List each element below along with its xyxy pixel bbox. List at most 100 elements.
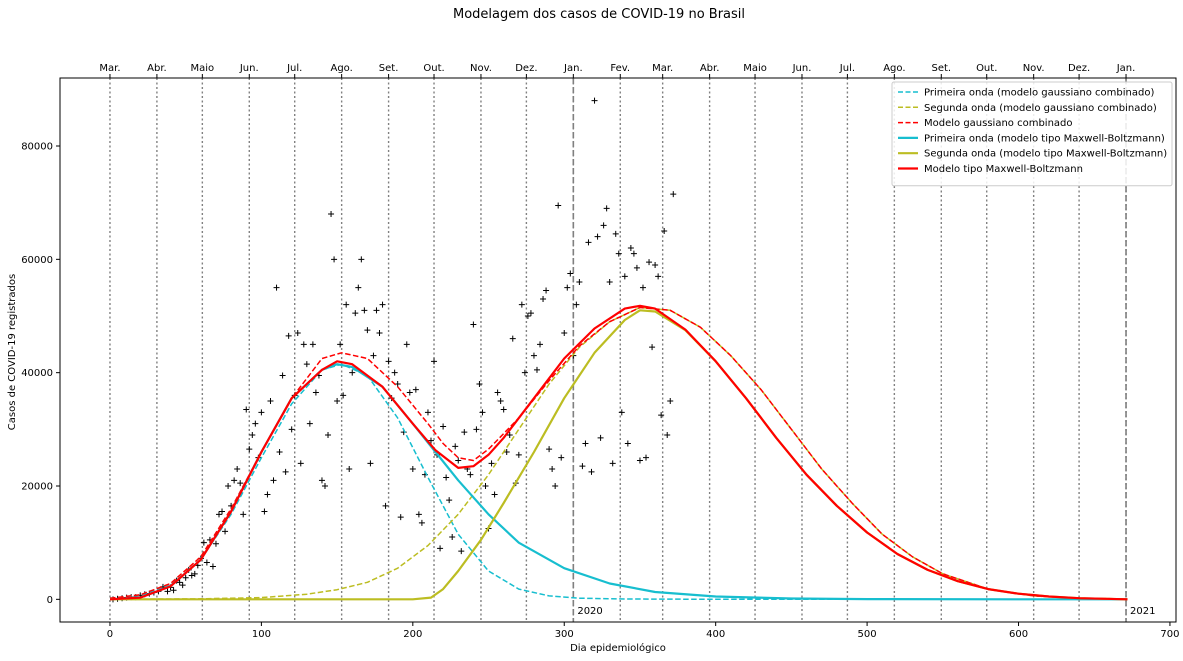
data-point xyxy=(624,440,631,447)
month-tick-label: Maio xyxy=(191,63,215,74)
data-point xyxy=(443,474,450,481)
legend-entry: Segunda onda (modelo gaussiano combinado… xyxy=(924,103,1157,114)
data-point xyxy=(188,572,195,579)
data-point xyxy=(212,540,219,547)
data-point xyxy=(585,239,592,246)
x-tick-label: 100 xyxy=(252,629,271,640)
data-point xyxy=(391,369,398,376)
data-point xyxy=(455,457,462,464)
data-point xyxy=(337,341,344,348)
month-tick-label: Mar. xyxy=(652,63,673,74)
data-point xyxy=(561,330,568,336)
data-point xyxy=(488,460,495,467)
data-point xyxy=(658,412,665,419)
data-point xyxy=(215,511,222,518)
data-point xyxy=(579,463,586,470)
chart-title: Modelagem dos casos de COVID-19 no Brasi… xyxy=(453,7,745,22)
data-point xyxy=(494,389,501,396)
data-point xyxy=(543,287,550,294)
month-tick-label: Set. xyxy=(379,63,399,74)
y-tick-label: 0 xyxy=(47,595,53,606)
plot-frame xyxy=(59,77,1177,623)
data-point xyxy=(618,409,625,416)
data-point xyxy=(546,446,553,453)
month-tick-label: Dez. xyxy=(515,63,537,74)
data-point xyxy=(461,429,468,436)
data-point xyxy=(533,366,540,373)
y-axis-label: Casos de COVID-19 registrados xyxy=(7,274,18,430)
data-point xyxy=(303,361,310,368)
data-point xyxy=(370,352,377,359)
data-point xyxy=(182,574,189,581)
data-point xyxy=(209,563,216,570)
data-point xyxy=(530,352,537,359)
data-point xyxy=(549,466,556,472)
data-point xyxy=(412,386,419,393)
month-tick-label: Nov. xyxy=(470,63,492,74)
data-point xyxy=(621,273,628,280)
data-point xyxy=(285,332,292,339)
data-point xyxy=(397,514,404,521)
data-point xyxy=(446,497,453,504)
year-marker-label: 2020 xyxy=(577,606,602,617)
y-tick-label: 60000 xyxy=(21,255,53,266)
data-point xyxy=(361,307,368,314)
data-point xyxy=(670,191,677,198)
month-tick-label: Abr. xyxy=(700,63,720,74)
month-tick-label: Out. xyxy=(976,63,997,74)
data-point xyxy=(331,256,338,263)
data-point xyxy=(667,398,674,404)
month-tick-label: Nov. xyxy=(1023,63,1045,74)
data-point xyxy=(449,534,456,540)
data-point xyxy=(267,398,274,404)
data-point xyxy=(318,477,325,484)
data-point xyxy=(576,279,583,285)
data-point xyxy=(179,582,186,589)
data-point xyxy=(476,381,483,387)
data-point xyxy=(219,508,226,515)
data-point xyxy=(636,457,643,464)
data-point xyxy=(427,437,434,444)
data-point xyxy=(403,341,410,348)
data-point xyxy=(603,205,610,212)
data-point xyxy=(424,409,431,416)
data-point xyxy=(246,446,253,453)
month-tick-label: Mar. xyxy=(99,63,120,74)
data-point xyxy=(358,256,365,263)
data-point xyxy=(343,301,350,308)
series-line xyxy=(109,304,1128,601)
data-point xyxy=(652,262,659,268)
data-point xyxy=(379,301,386,308)
data-point xyxy=(382,502,389,509)
data-point xyxy=(282,468,289,475)
data-point xyxy=(164,588,171,595)
x-tick-label: 400 xyxy=(706,629,725,640)
data-point xyxy=(346,466,353,472)
data-point xyxy=(406,389,413,396)
data-point xyxy=(237,480,244,487)
month-tick-label: Jun. xyxy=(792,63,812,74)
legend-box xyxy=(891,81,1173,187)
data-point xyxy=(409,466,416,472)
data-point xyxy=(176,579,183,586)
data-point xyxy=(191,570,198,577)
data-point xyxy=(564,284,571,291)
data-point xyxy=(537,341,544,348)
x-tick-label: 0 xyxy=(107,629,113,640)
data-point xyxy=(639,284,646,291)
data-point xyxy=(479,409,486,416)
year-marker-label: 2021 xyxy=(1130,606,1155,617)
data-point xyxy=(527,310,534,317)
data-point xyxy=(264,491,271,498)
month-tick-label: Ago. xyxy=(883,63,905,74)
data-point xyxy=(309,341,316,348)
data-point xyxy=(340,392,347,399)
data-point xyxy=(376,330,383,336)
data-point xyxy=(515,451,522,458)
data-point xyxy=(231,477,238,484)
data-point xyxy=(249,432,256,438)
data-point xyxy=(643,454,650,461)
legend-entry: Modelo gaussiano combinado xyxy=(924,118,1073,129)
legend-entry: Segunda onda (modelo tipo Maxwell-Boltzm… xyxy=(924,149,1167,160)
plot-area: 2020 2021 xyxy=(109,78,1155,622)
